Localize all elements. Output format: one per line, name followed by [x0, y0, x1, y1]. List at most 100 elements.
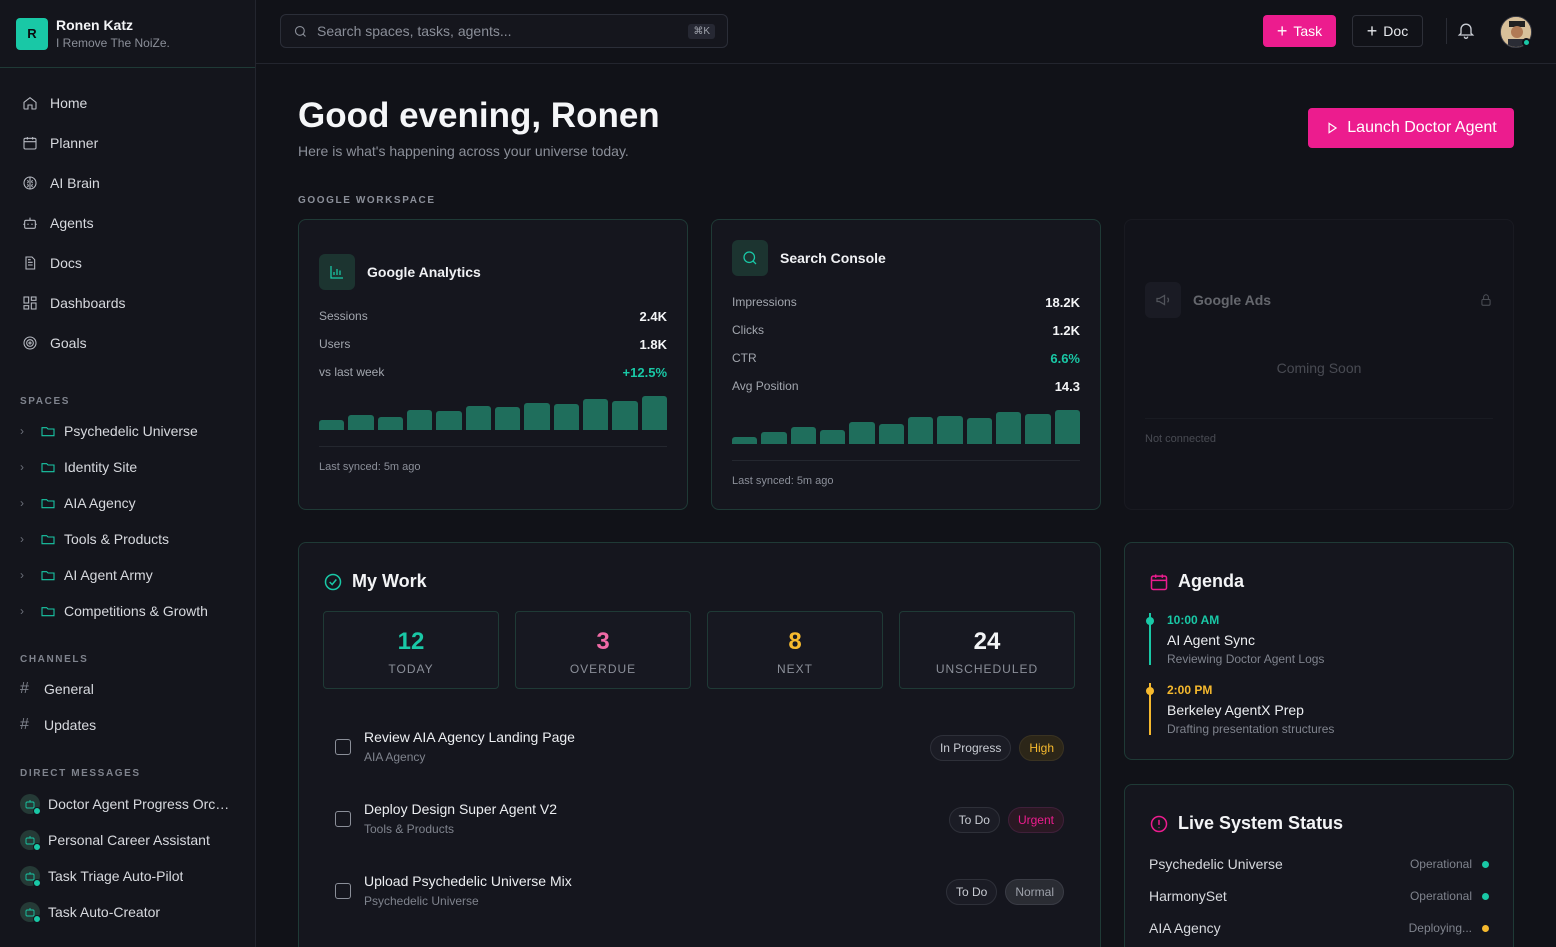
metric-key: Impressions	[732, 295, 797, 309]
chevron-right-icon[interactable]: ›	[20, 568, 24, 582]
search-input[interactable]: Search spaces, tasks, agents... ⌘K	[280, 14, 728, 48]
space-item[interactable]: › Tools & Products	[0, 521, 255, 557]
metric-value: 2.4K	[639, 308, 667, 324]
dm-item[interactable]: Doctor Agent Progress Orchestrator	[0, 786, 255, 822]
chart-bar	[790, 427, 816, 444]
nav-label: Goals	[50, 335, 87, 351]
card-title: Google Analytics	[367, 264, 481, 280]
notifications-button[interactable]	[1456, 20, 1476, 40]
chart-bar	[1025, 414, 1051, 444]
dm-item[interactable]: Task Auto-Creator	[0, 894, 255, 930]
priority-badge[interactable]: High	[1019, 735, 1064, 761]
space-item[interactable]: › AIA Agency	[0, 485, 255, 521]
profile-header[interactable]: R Ronen Katz I Remove The NoiZe.	[0, 0, 255, 68]
home-icon	[23, 96, 37, 110]
stat-overdue[interactable]: 3 OVERDUE	[515, 611, 691, 689]
metric-row: Impressions 18.2K	[732, 292, 1080, 312]
megaphone-icon	[1145, 282, 1181, 318]
stat-label: UNSCHEDULED	[935, 662, 1039, 676]
nav-planner[interactable]: Planner	[0, 123, 255, 163]
page-title: Good evening, Ronen	[298, 96, 660, 135]
priority-badge[interactable]: Normal	[1005, 879, 1064, 905]
nav-docs[interactable]: Docs	[0, 243, 255, 283]
search-shortcut: ⌘K	[688, 23, 715, 39]
space-label: Psychedelic Universe	[64, 423, 198, 439]
nav-goals[interactable]: Goals	[0, 323, 255, 363]
online-indicator	[1522, 38, 1531, 47]
nav-home[interactable]: Home	[0, 83, 255, 123]
system-name: Psychedelic Universe	[1149, 856, 1283, 872]
nav-dashboards[interactable]: Dashboards	[0, 283, 255, 323]
panel-header: Live System Status	[1149, 813, 1343, 834]
priority-badge[interactable]: Urgent	[1007, 807, 1064, 833]
task-row[interactable]: Review AIA Agency Landing Page AIA Agenc…	[335, 727, 1064, 777]
task-row[interactable]: Upload Psychedelic Universe Mix Psychede…	[335, 871, 1064, 921]
agenda-title: AI Agent Sync	[1167, 632, 1255, 648]
channel-item[interactable]: # Updates	[0, 707, 255, 743]
stat-next[interactable]: 8 NEXT	[707, 611, 883, 689]
space-label: AIA Agency	[64, 495, 136, 511]
sidebar: R Ronen Katz I Remove The NoiZe. Home Pl…	[0, 0, 256, 947]
new-doc-button[interactable]: + Doc	[1352, 15, 1423, 47]
channels-heading: CHANNELS	[20, 654, 89, 665]
status-badge[interactable]: To Do	[948, 807, 1000, 833]
metric-value: 6.6%	[1050, 350, 1080, 366]
chart-bar	[436, 411, 462, 430]
stat-today[interactable]: 12 TODAY	[323, 611, 499, 689]
new-task-button[interactable]: + Task	[1263, 15, 1336, 47]
status-badge[interactable]: To Do	[945, 879, 998, 905]
dm-label: Task Triage Auto-Pilot	[48, 868, 184, 884]
dm-item[interactable]: Task Triage Auto-Pilot	[0, 858, 255, 894]
plus-icon: +	[1276, 21, 1288, 41]
agenda-item[interactable]: 2:00 PM Berkeley AgentX Prep Drafting pr…	[1167, 683, 1334, 736]
task-row[interactable]: Deploy Design Super Agent V2 Tools & Pro…	[335, 799, 1064, 849]
card-header: Google Analytics	[319, 254, 481, 290]
chart-bar	[553, 404, 579, 430]
card-title: Google Ads	[1193, 292, 1272, 308]
doc-icon	[25, 256, 36, 270]
stat-label: TODAY	[388, 662, 434, 676]
status-badge[interactable]: In Progress	[929, 735, 1012, 761]
hash-icon: #	[20, 680, 29, 697]
chevron-right-icon[interactable]: ›	[20, 496, 24, 510]
stat-label: OVERDUE	[569, 662, 637, 676]
system-status: Operational	[1409, 889, 1472, 903]
search-console-card: Search Console Impressions 18.2K Clicks 1.…	[711, 219, 1101, 510]
google-analytics-card: Google Analytics Sessions 2.4K Users 1.8K …	[298, 219, 688, 510]
status-row: Psychedelic Universe Operational	[1149, 854, 1489, 874]
chevron-right-icon[interactable]: ›	[20, 604, 24, 618]
chevron-right-icon[interactable]: ›	[20, 424, 24, 438]
system-status: Deploying...	[1408, 921, 1472, 935]
dashboard-icon	[23, 296, 37, 310]
launch-doctor-agent-button[interactable]: Launch Doctor Agent	[1308, 108, 1514, 148]
stat-number: 8	[788, 628, 802, 655]
alert-circle-icon	[1150, 815, 1168, 832]
nav-ai-brain[interactable]: AI Brain	[0, 163, 255, 203]
nav-label: Home	[50, 95, 88, 111]
card-title: Search Console	[780, 250, 886, 266]
space-item[interactable]: › AI Agent Army	[0, 557, 255, 593]
nav-label: Agents	[50, 215, 94, 231]
space-item[interactable]: › Psychedelic Universe	[0, 413, 255, 449]
agenda-item[interactable]: 10:00 AM AI Agent Sync Reviewing Doctor …	[1167, 613, 1324, 666]
task-checkbox[interactable]	[335, 739, 351, 755]
space-item[interactable]: › Identity Site	[0, 449, 255, 485]
space-item[interactable]: › Competitions & Growth	[0, 593, 255, 629]
bar-chart-icon	[319, 254, 355, 290]
metric-key: Clicks	[732, 323, 764, 337]
nav-label: Dashboards	[50, 295, 126, 311]
task-title: Deploy Design Super Agent V2	[364, 801, 558, 817]
task-checkbox[interactable]	[335, 883, 351, 899]
chevron-right-icon[interactable]: ›	[20, 532, 24, 546]
stat-unscheduled[interactable]: 24 UNSCHEDULED	[899, 611, 1075, 689]
dm-item[interactable]: Personal Career Assistant	[0, 822, 255, 858]
status-row: AIA Agency Deploying...	[1149, 918, 1489, 938]
chart-bar	[465, 406, 491, 430]
space-label: Tools & Products	[64, 531, 170, 547]
task-checkbox[interactable]	[335, 811, 351, 827]
nav-agents[interactable]: Agents	[0, 203, 255, 243]
card-divider	[732, 460, 1080, 461]
chevron-right-icon[interactable]: ›	[20, 460, 24, 474]
stat-label: NEXT	[776, 662, 813, 676]
channel-item[interactable]: # General	[0, 671, 255, 707]
